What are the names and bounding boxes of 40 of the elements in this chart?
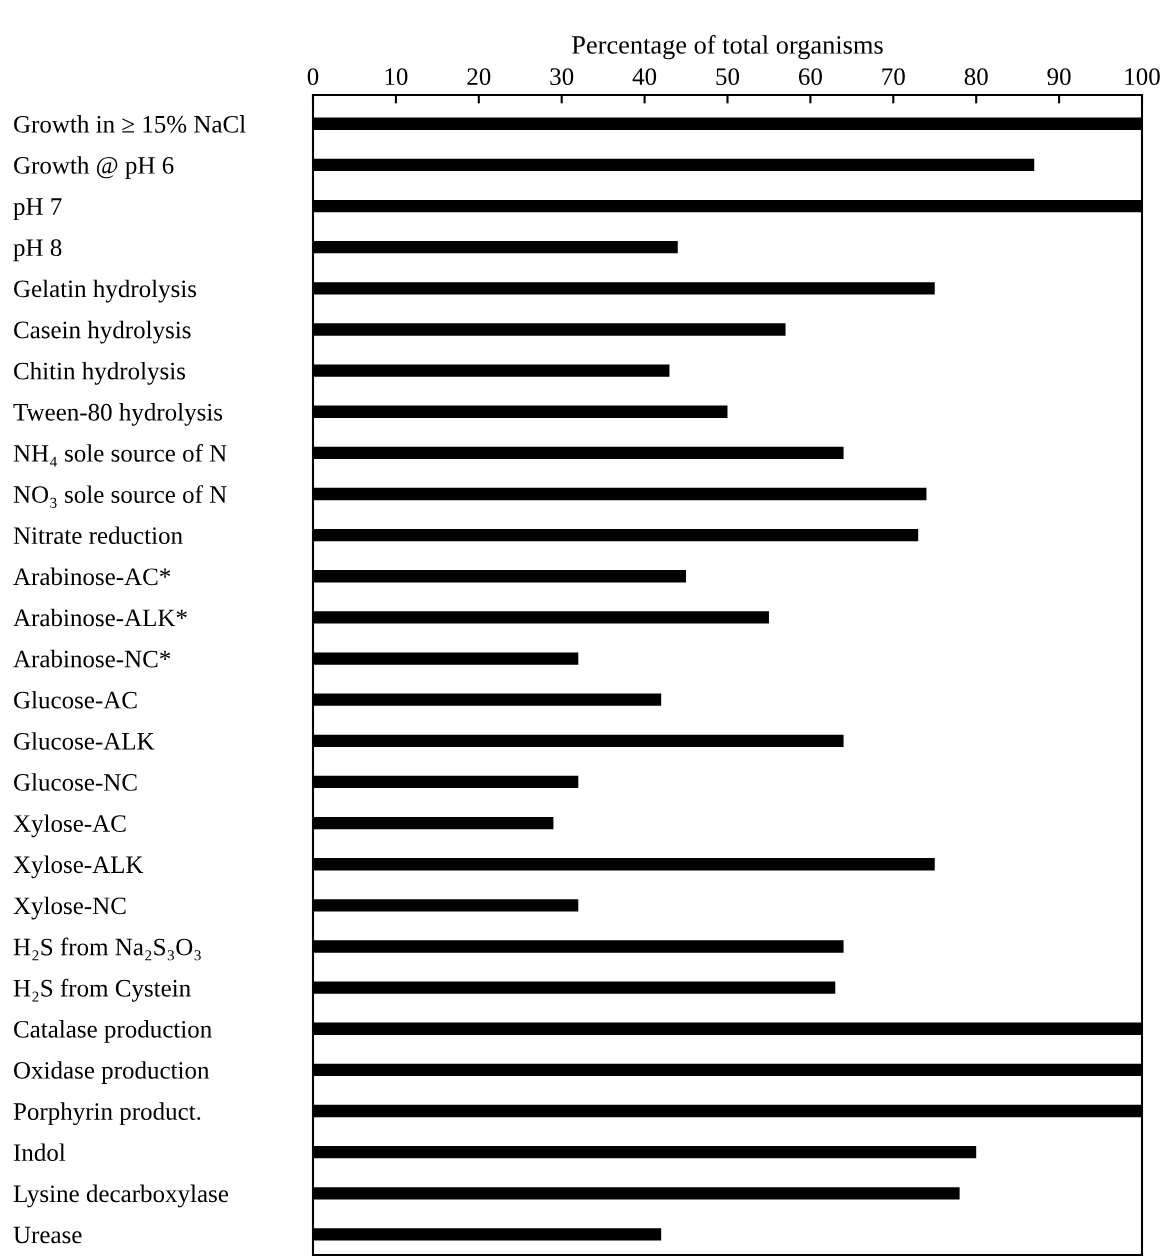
y-tick-label: Xylose-AC	[13, 814, 126, 838]
x-tick-label: 50	[716, 68, 740, 86]
y-tick-label: Arabinose-ALK*	[13, 608, 187, 627]
y-tick-label: Catalase production	[14, 1020, 212, 1043]
y-tick-label: Growth in ≥ 15% NaCl	[14, 115, 246, 133]
y-tick-label: pH 7	[13, 198, 62, 221]
y-tick-label: Porphyrin product.	[13, 1102, 201, 1126]
y-tick-label: Arabinose-NC*	[13, 649, 171, 668]
y-tick-label: Oxidase production	[14, 1061, 210, 1084]
x-tick-label: 0	[307, 68, 319, 86]
y-tick-label: Growth @ pH 6	[14, 156, 174, 179]
x-tick-label: 90	[1047, 68, 1071, 86]
y-tick-label: NO₃ sole source of N	[13, 485, 227, 508]
y-tick-label: Tween-80 hydrolysis	[13, 403, 223, 426]
y-tick-label: Gelatin hydrolysis	[14, 279, 197, 303]
x-tick-label: 70	[882, 68, 905, 86]
y-tick-label: pH 8	[13, 239, 62, 262]
y-tick-label: H₂S from Na₂S₃O₃	[13, 937, 201, 961]
x-tick-label: 80	[964, 68, 988, 86]
y-tick-label: NH₄ sole source of N	[13, 443, 227, 467]
y-tick-label: Urease	[13, 1226, 82, 1244]
x-tick-label: 60	[798, 68, 822, 86]
x-tick-label: 30	[550, 68, 574, 86]
y-tick-label: Nitrate reduction	[13, 526, 183, 545]
y-tick-label: Indol	[13, 1143, 66, 1162]
y-tick-label: H₂S from Cystein	[13, 978, 191, 1002]
y-tick-label: Xylose-NC	[13, 896, 126, 920]
x-axis-title: Percentage of total organisms	[572, 35, 883, 60]
y-tick-label: Glucose-AC	[14, 691, 137, 709]
x-tick-label: 40	[632, 68, 657, 86]
y-tick-label: Arabinose-AC*	[13, 567, 171, 586]
y-tick-label: Chitin hydrolysis	[14, 361, 186, 385]
y-tick-label: Glucose-NC	[14, 773, 137, 791]
x-tick-label: 100	[1125, 68, 1160, 86]
y-tick-label: Glucose-ALK	[14, 732, 155, 750]
x-tick-label: 10	[385, 68, 408, 86]
y-tick-label: Casein hydrolysis	[14, 320, 191, 344]
y-tick-label: Xylose-ALK	[13, 855, 144, 879]
x-tick-label: 20	[467, 68, 491, 86]
y-tick-label: Lysine decarboxylase	[13, 1184, 229, 1208]
